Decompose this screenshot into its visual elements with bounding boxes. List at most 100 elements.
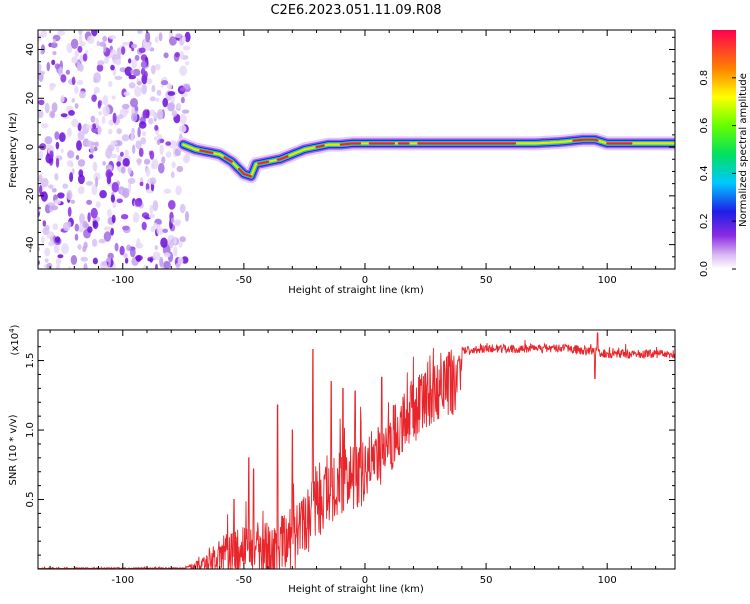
ridge-peak <box>276 155 289 161</box>
noise-blob <box>77 122 82 132</box>
snr-line-series <box>38 332 675 569</box>
noise-blob <box>152 251 161 261</box>
noise-blob <box>60 113 68 118</box>
noise-blob <box>92 220 99 230</box>
noise-blob <box>95 201 101 208</box>
noise-blob <box>87 35 95 44</box>
noise-blob <box>185 211 189 222</box>
noise-blob <box>110 194 115 203</box>
noise-blob <box>149 150 155 160</box>
y-tick-label: 40 <box>25 43 36 56</box>
noise-blob <box>95 176 99 188</box>
noise-blob <box>163 252 171 258</box>
noise-blob <box>77 130 85 141</box>
noise-blob <box>134 198 143 207</box>
noise-blob <box>158 162 165 174</box>
noise-blob <box>119 245 125 256</box>
noise-blob <box>141 221 147 231</box>
spectrogram-frame <box>37 29 676 270</box>
snr-multiplier-base: (x10 <box>10 333 21 356</box>
noise-blob <box>131 106 135 114</box>
noise-blob <box>132 212 140 223</box>
noise-blob <box>90 115 96 123</box>
noise-blob <box>38 63 42 73</box>
noise-blob <box>121 103 130 110</box>
x-tick-label: 100 <box>598 575 617 586</box>
noise-blob <box>110 153 118 159</box>
noise-blob <box>67 266 72 269</box>
noise-blob <box>128 75 136 80</box>
y-tick-label: -20 <box>25 188 36 204</box>
noise-blob <box>77 227 85 233</box>
noise-blob <box>107 208 112 218</box>
noise-blob <box>42 220 47 227</box>
noise-blob <box>91 94 97 102</box>
noise-blob <box>62 183 69 189</box>
noise-blob <box>180 96 185 104</box>
noise-blob <box>179 236 186 243</box>
noise-blob <box>92 123 97 130</box>
snr-y-ticks: 0.5 1.0 1.5 <box>25 346 675 556</box>
noise-blob <box>123 253 128 258</box>
noise-blob <box>60 95 65 103</box>
noise-blob <box>71 168 75 175</box>
noise-blob <box>121 134 130 142</box>
noise-blob <box>49 82 55 91</box>
y-tick-label: 0.5 <box>25 492 36 508</box>
noise-blob <box>111 214 116 224</box>
noise-blob <box>93 86 100 94</box>
noise-blob <box>137 159 142 166</box>
noise-blob <box>155 263 158 269</box>
noise-blob <box>123 91 130 96</box>
snr-multiplier-exp: 4 <box>8 328 16 333</box>
noise-blob <box>76 61 81 71</box>
noise-blob <box>140 137 147 145</box>
noise-blob <box>108 80 113 88</box>
noise-blob <box>108 119 115 126</box>
noise-blob <box>149 257 153 263</box>
noise-blob <box>40 49 44 55</box>
noise-blob <box>102 95 109 106</box>
noise-blob <box>130 98 138 108</box>
noise-blob <box>138 121 147 129</box>
noise-blob <box>115 140 123 147</box>
noise-blob <box>156 224 161 235</box>
noise-blob <box>57 66 63 77</box>
noise-blob <box>173 236 177 245</box>
noise-blob <box>159 256 164 268</box>
noise-blob <box>67 127 72 138</box>
noise-blob <box>48 184 54 189</box>
noise-blob <box>52 223 58 231</box>
noise-blob <box>127 167 132 175</box>
noise-blob <box>131 113 138 122</box>
noise-blob <box>107 144 115 152</box>
noise-blob <box>46 262 53 269</box>
noise-blob <box>110 64 115 71</box>
noise-blob <box>180 50 184 60</box>
noise-blob <box>40 177 49 188</box>
noise-blob <box>167 102 175 112</box>
noise-blob <box>58 132 66 143</box>
noise-blob <box>103 226 112 231</box>
noise-blob <box>176 165 184 173</box>
noise-blob <box>104 56 109 64</box>
noise-blob <box>157 108 164 120</box>
noise-blob <box>93 72 101 83</box>
noise-blob <box>57 254 64 259</box>
noise-blob <box>44 258 49 263</box>
noise-blob <box>146 78 153 85</box>
noise-blob <box>168 36 177 46</box>
colorbar-tick-label: 0.6 <box>699 118 710 134</box>
noise-blob <box>132 68 141 77</box>
noise-blob <box>131 43 138 49</box>
noise-blob <box>90 207 98 219</box>
noise-blob <box>162 228 168 233</box>
noise-blob <box>71 98 76 103</box>
noise-blob <box>49 150 54 160</box>
noise-blob <box>157 134 162 140</box>
noise-blob <box>135 255 142 262</box>
noise-blob <box>128 82 136 89</box>
spectrogram-x-ticks: -100 -50 0 50 100 <box>49 30 657 286</box>
noise-blob <box>150 162 155 169</box>
colorbar: 0.0 0.2 0.4 0.6 0.8 Normalized spectral ampl… <box>699 30 749 277</box>
